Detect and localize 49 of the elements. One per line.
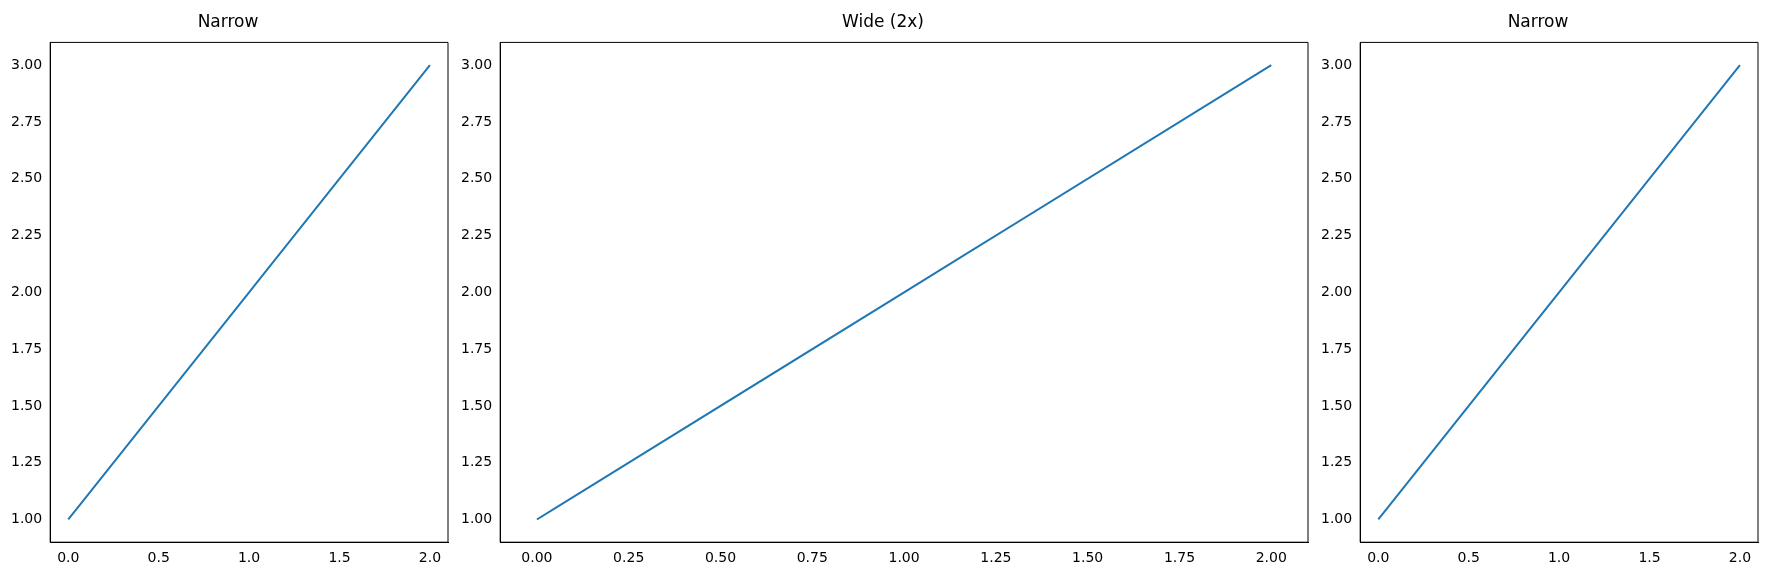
x-tick-label: 1.50: [1072, 549, 1104, 566]
y-tick-label: 1.50: [461, 396, 493, 413]
x-tick-label: 0.0: [1367, 549, 1390, 566]
y-tick-label: 1.50: [11, 396, 43, 413]
y-tick-label: 2.25: [1321, 226, 1353, 243]
x-tick-label: 0.0: [57, 549, 80, 566]
y-tick-label: 3.00: [1321, 55, 1353, 72]
y-tick-label: 1.75: [1321, 339, 1353, 356]
y-tick-label: 2.00: [461, 282, 493, 299]
x-tick-label: 0.5: [147, 549, 170, 566]
x-tick-label: 0.00: [521, 549, 553, 566]
x-tick-label: 1.25: [980, 549, 1012, 566]
y-tick-label: 2.25: [461, 226, 493, 243]
chart-title: Narrow: [197, 10, 259, 31]
y-tick-label: 1.00: [1321, 510, 1353, 527]
y-tick-label: 1.25: [1321, 453, 1353, 470]
x-tick-label: 1.00: [888, 549, 920, 566]
y-tick-label: 1.25: [461, 453, 493, 470]
y-tick-label: 2.50: [11, 169, 43, 186]
y-tick-label: 2.00: [1321, 282, 1353, 299]
y-tick-label: 1.00: [461, 510, 493, 527]
x-tick-label: 0.5: [1457, 549, 1480, 566]
y-tick-label: 2.50: [1321, 169, 1353, 186]
y-tick-label: 3.00: [11, 55, 43, 72]
y-tick-label: 1.75: [461, 339, 493, 356]
y-tick-label: 1.75: [11, 339, 43, 356]
x-tick-label: 1.5: [328, 549, 351, 566]
y-tick-label: 2.00: [11, 282, 43, 299]
x-tick-label: 2.0: [1728, 549, 1752, 566]
y-tick-label: 2.75: [461, 112, 493, 129]
x-tick-label: 2.0: [418, 549, 442, 566]
y-tick-label: 3.00: [461, 55, 493, 72]
chart-title: Narrow: [1507, 10, 1569, 31]
x-tick-label: 0.50: [704, 549, 737, 566]
x-tick-label: 1.5: [1638, 549, 1661, 566]
y-tick-label: 2.75: [1321, 112, 1353, 129]
chart-title: Wide (2x): [842, 10, 924, 31]
x-tick-label: 1.75: [1163, 549, 1196, 566]
y-tick-label: 1.25: [11, 453, 43, 470]
x-tick-label: 0.75: [796, 549, 828, 566]
y-tick-label: 2.25: [11, 226, 43, 243]
y-tick-label: 2.75: [11, 112, 43, 129]
x-tick-label: 1.0: [237, 549, 261, 566]
y-tick-label: 2.50: [461, 169, 493, 186]
x-tick-label: 2.00: [1255, 549, 1287, 566]
x-tick-label: 0.25: [613, 549, 645, 566]
x-tick-label: 1.0: [1547, 549, 1571, 566]
y-tick-label: 1.50: [1321, 396, 1353, 413]
y-tick-label: 1.00: [11, 510, 43, 527]
